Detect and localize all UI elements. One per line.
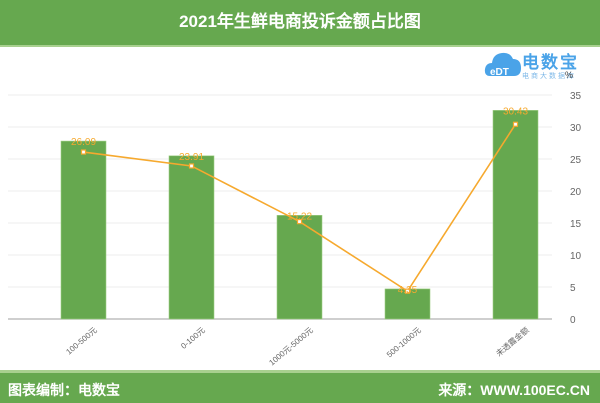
- x-tick-label: 500-1000元: [385, 326, 423, 360]
- chart-title: 2021年生鲜电商投诉金额占比图: [179, 12, 421, 31]
- line-marker: [188, 163, 195, 169]
- bar: [60, 140, 107, 320]
- footer-bar: 图表编制：电数宝 来源：WWW.100EC.CN: [0, 373, 600, 403]
- cloud-logo-icon: eDT: [484, 52, 521, 78]
- y-tick-label: 25: [570, 155, 582, 166]
- y-tick-label: 20: [570, 187, 582, 198]
- data-label: 23.91: [179, 152, 204, 163]
- bar: [276, 215, 323, 320]
- x-tick-label: 0-100元: [179, 326, 207, 351]
- x-tick-label: 未透露金额: [494, 325, 531, 358]
- footer-credit: 图表编制：电数宝: [8, 382, 120, 398]
- line-marker: [512, 121, 519, 127]
- data-label: 4.35: [398, 285, 418, 296]
- y-tick-label: 0: [570, 315, 576, 326]
- line-marker: [404, 288, 411, 294]
- bar: [384, 288, 431, 320]
- data-label: 30.43: [503, 106, 528, 117]
- x-tick-label: 1000元-5000元: [267, 326, 314, 368]
- y-tick-label: 30: [570, 123, 582, 134]
- chart-title-bar: 2021年生鲜电商投诉金额占比图: [0, 0, 600, 45]
- y-axis-unit: %: [565, 70, 574, 80]
- y-tick-label: 15: [570, 219, 582, 230]
- footer-divider: [0, 370, 600, 373]
- logo-brand: 电数宝: [522, 53, 579, 72]
- logo: eDT 电数宝 电商大数据库: [484, 46, 600, 86]
- header-divider: [0, 45, 600, 47]
- bar: [492, 110, 539, 320]
- data-label: 26.09: [71, 137, 96, 148]
- y-tick-label: 10: [570, 251, 582, 262]
- logo-badge: eDT: [490, 67, 509, 78]
- logo-subtitle: 电商大数据库: [522, 73, 576, 80]
- x-tick-label: 100-500元: [64, 326, 98, 357]
- bar: [168, 155, 215, 320]
- line-marker: [80, 149, 87, 155]
- y-tick-label: 5: [570, 283, 576, 294]
- y-tick-label: 35: [570, 91, 582, 102]
- data-label: 15.22: [287, 211, 312, 222]
- line-marker: [296, 218, 303, 225]
- footer-source: 来源：WWW.100EC.CN: [438, 382, 590, 398]
